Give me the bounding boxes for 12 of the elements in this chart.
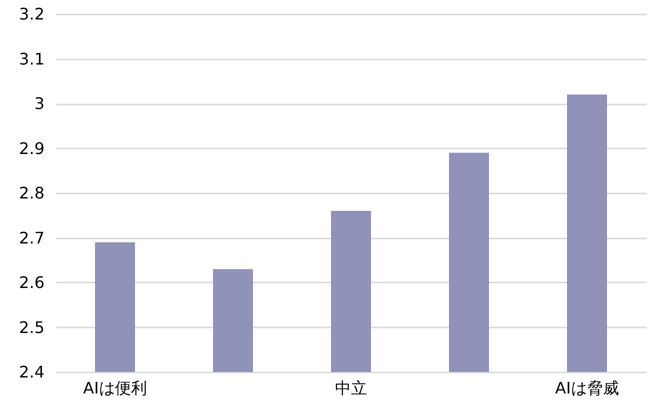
x-tick-label: 中立 bbox=[335, 378, 367, 398]
y-tick-label: 2.8 bbox=[19, 184, 44, 202]
y-tick-label: 2.5 bbox=[19, 318, 44, 337]
y-tick-label: 2.4 bbox=[19, 362, 44, 382]
y-tick-label: 3.1 bbox=[19, 49, 44, 68]
x-tick-label: AIは脅威 bbox=[555, 378, 619, 398]
x-tick-label: AIは便利 bbox=[83, 378, 147, 398]
y-tick-label: 2.6 bbox=[19, 273, 44, 292]
y-tick-label: 3 bbox=[34, 94, 44, 113]
y-tick-label: 2.9 bbox=[19, 138, 44, 158]
y-tick-label: 3.2 bbox=[19, 4, 44, 24]
y-tick-label: 2.7 bbox=[19, 228, 44, 248]
